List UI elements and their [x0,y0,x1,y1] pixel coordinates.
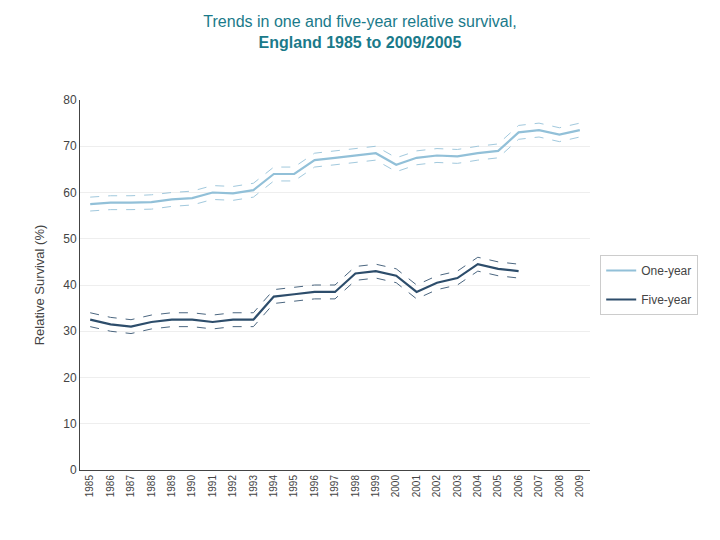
svg-text:1991: 1991 [207,475,218,498]
svg-text:1997: 1997 [329,475,340,498]
svg-text:2007: 2007 [533,475,544,498]
svg-text:1996: 1996 [309,475,320,498]
svg-text:2006: 2006 [513,475,524,498]
svg-text:Five-year: Five-year [641,293,691,307]
svg-text:1988: 1988 [146,475,157,498]
svg-text:One-year: One-year [641,264,691,278]
svg-text:2003: 2003 [452,475,463,498]
svg-text:2009: 2009 [574,475,585,498]
svg-text:Trends in one and five-year re: Trends in one and five-year relative sur… [203,13,516,51]
svg-text:1987: 1987 [125,475,136,498]
svg-text:1990: 1990 [186,475,197,498]
svg-text:1986: 1986 [105,475,116,498]
svg-text:1999: 1999 [370,475,381,498]
svg-text:1993: 1993 [248,475,259,498]
svg-text:10: 10 [63,417,77,431]
svg-text:60: 60 [63,186,77,200]
svg-text:2001: 2001 [411,475,422,498]
svg-text:1998: 1998 [350,475,361,498]
svg-text:2000: 2000 [390,475,401,498]
svg-text:0: 0 [70,463,77,477]
svg-text:2005: 2005 [492,475,503,498]
svg-text:70: 70 [63,139,77,153]
svg-text:1992: 1992 [227,475,238,498]
svg-text:1985: 1985 [84,475,95,498]
svg-text:2004: 2004 [472,475,483,498]
svg-text:1995: 1995 [288,475,299,498]
svg-text:Relative Survival (%): Relative Survival (%) [32,225,47,346]
svg-text:80: 80 [63,93,77,107]
svg-text:2002: 2002 [431,475,442,498]
svg-text:1994: 1994 [268,475,279,498]
svg-text:40: 40 [63,278,77,292]
svg-text:1989: 1989 [166,475,177,498]
svg-text:50: 50 [63,232,77,246]
svg-text:2008: 2008 [554,475,565,498]
svg-text:20: 20 [63,371,77,385]
svg-text:30: 30 [63,324,77,338]
